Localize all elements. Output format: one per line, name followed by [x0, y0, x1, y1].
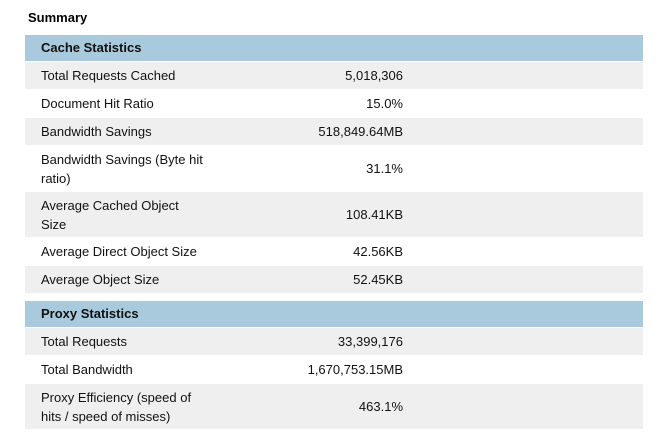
row-value: 518,849.64MB — [318, 124, 403, 139]
table-row: Total Bandwidth 1,670,753.15MB — [25, 355, 643, 383]
cache-statistics-table: Cache Statistics Total Requests Cached 5… — [25, 35, 643, 293]
proxy-statistics-rows: Total Requests 33,399,176 Total Bandwidt… — [25, 327, 643, 429]
row-value: 31.1% — [366, 161, 403, 176]
table-row: Average Direct Object Size 42.56KB — [25, 237, 643, 265]
row-label: Average Object Size — [41, 272, 160, 287]
row-value: 42.56KB — [353, 244, 403, 259]
row-label: Average Cached Object Size — [41, 197, 179, 232]
row-label: Total Requests — [41, 334, 127, 349]
table-row: Average Cached Object Size 108.41KB — [25, 191, 643, 237]
row-value: 5,018,306 — [345, 68, 403, 83]
table-row: Document Hit Ratio 15.0% — [25, 89, 643, 117]
summary-title: Summary — [28, 10, 88, 25]
proxy-statistics-table: Proxy Statistics Total Requests 33,399,1… — [25, 301, 643, 429]
table-row: Bandwidth Savings (Byte hit ratio) 31.1% — [25, 145, 643, 191]
row-value: 52.45KB — [353, 272, 403, 287]
row-label: Bandwidth Savings — [41, 124, 152, 139]
row-label: Total Bandwidth — [41, 362, 133, 377]
row-value: 108.41KB — [345, 207, 403, 222]
proxy-statistics-header: Proxy Statistics — [25, 301, 643, 327]
row-value: 15.0% — [366, 96, 403, 111]
table-row: Total Requests Cached 5,018,306 — [25, 61, 643, 89]
row-label: Proxy Efficiency (speed of hits / speed … — [41, 389, 192, 424]
row-label: Document Hit Ratio — [41, 96, 154, 111]
table-row: Total Requests 33,399,176 — [25, 327, 643, 355]
cache-statistics-header: Cache Statistics — [25, 35, 643, 61]
row-label: Average Direct Object Size — [41, 244, 197, 259]
cache-statistics-rows: Total Requests Cached 5,018,306 Document… — [25, 61, 643, 293]
row-value: 463.1% — [358, 399, 403, 414]
row-label: Total Requests Cached — [41, 68, 176, 83]
row-value: 33,399,176 — [337, 334, 403, 349]
row-value: 1,670,753.15MB — [307, 362, 403, 377]
table-row: Proxy Efficiency (speed of hits / speed … — [25, 383, 643, 429]
row-label: Bandwidth Savings (Byte hit ratio) — [41, 151, 203, 186]
table-row: Average Object Size 52.45KB — [25, 265, 643, 293]
table-row: Bandwidth Savings 518,849.64MB — [25, 117, 643, 145]
